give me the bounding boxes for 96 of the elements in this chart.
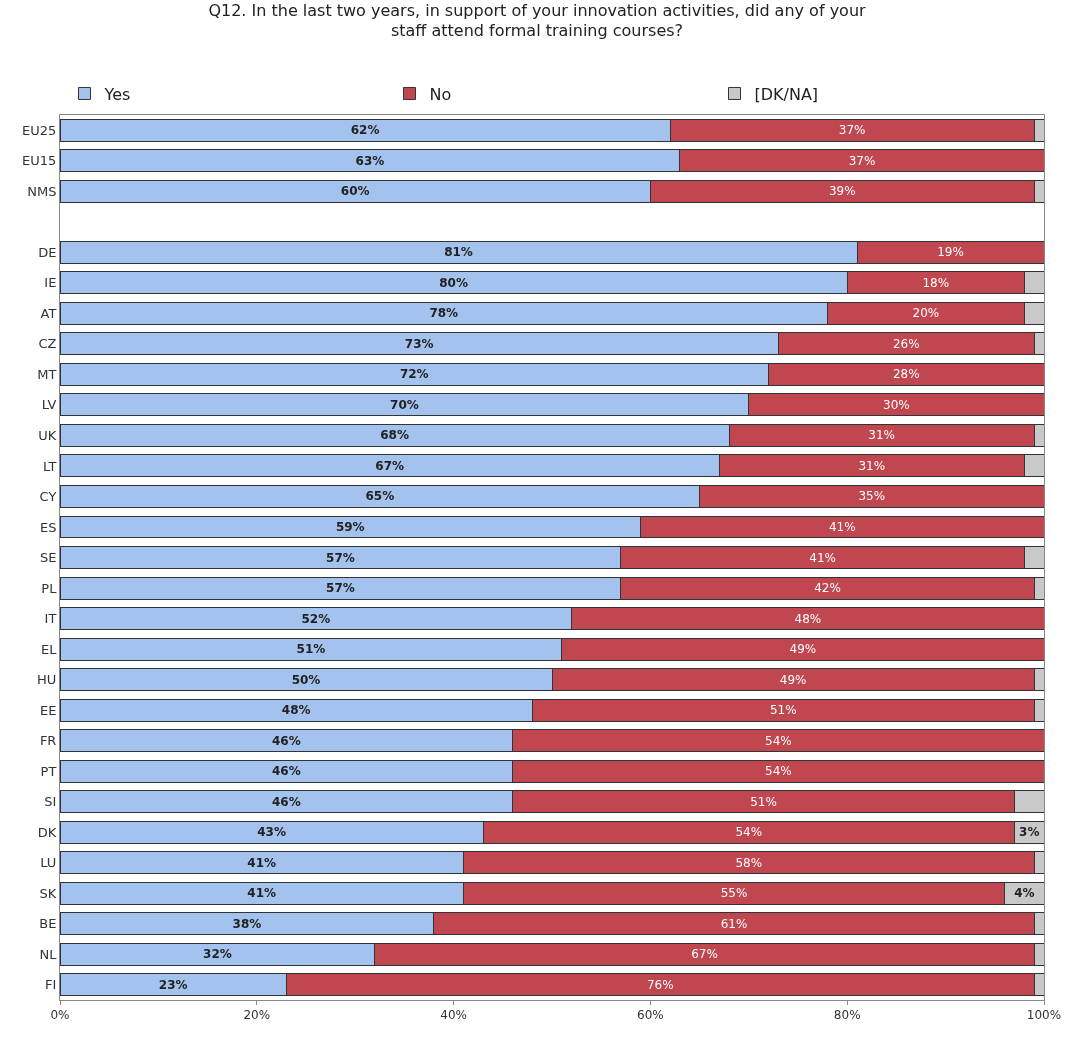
data-label: 23%	[158, 977, 188, 992]
data-label: 3%	[1019, 825, 1040, 840]
data-label: 43%	[257, 825, 286, 840]
y-tick-label: SK	[39, 885, 57, 901]
data-label: 32%	[203, 947, 232, 962]
data-label: 18%	[922, 275, 950, 290]
data-label: 60%	[340, 184, 370, 199]
data-label: 51%	[769, 703, 797, 718]
data-label: 81%	[444, 245, 473, 260]
data-label: 31%	[868, 428, 895, 443]
y-tick-label: LU	[40, 855, 57, 871]
y-tick-label: LT	[42, 458, 57, 474]
x-tick-label: 80%	[833, 1008, 861, 1023]
data-label: 46%	[271, 764, 301, 779]
y-tick-label: EL	[40, 641, 58, 657]
y-tick-label: NL	[39, 946, 58, 962]
data-label: 62%	[350, 123, 380, 138]
data-label: 61%	[720, 916, 748, 931]
data-label: 78%	[429, 306, 459, 321]
data-label: 59%	[335, 519, 365, 534]
legend-label: No	[429, 84, 452, 104]
y-tick-label: SE	[39, 550, 57, 566]
y-tick-label: UK	[38, 427, 57, 443]
data-label: 54%	[764, 733, 792, 748]
y-tick-label: DK	[37, 824, 57, 840]
data-label: 28%	[892, 367, 920, 382]
data-label: 46%	[271, 794, 301, 809]
data-label: 57%	[326, 550, 355, 565]
data-label: 4%	[1014, 886, 1035, 901]
y-tick-label: NMS	[27, 183, 57, 199]
data-label: 54%	[764, 764, 792, 779]
y-tick-label: SI	[44, 794, 57, 810]
data-label: 51%	[296, 642, 326, 657]
x-tick-label: 0%	[50, 1008, 70, 1023]
y-tick-label: FR	[39, 733, 57, 749]
data-label: 26%	[892, 336, 920, 351]
data-label: 51%	[750, 794, 777, 809]
data-label: 80%	[439, 275, 468, 290]
x-tick-label: 60%	[637, 1008, 664, 1023]
data-label: 31%	[858, 458, 886, 473]
data-label: 76%	[646, 977, 674, 992]
data-label: 63%	[355, 153, 385, 168]
data-label: 50%	[291, 672, 321, 687]
data-label: 72%	[399, 367, 429, 382]
legend-label: [DK/NA]	[754, 84, 819, 104]
data-label: 37%	[848, 153, 876, 168]
data-label: 67%	[375, 458, 405, 473]
data-label: 58%	[735, 855, 763, 870]
y-tick-label: FI	[45, 977, 57, 993]
data-label: 54%	[735, 825, 763, 840]
data-label: 49%	[789, 642, 817, 657]
y-tick-label: AT	[40, 305, 57, 321]
y-tick-label: IE	[44, 275, 57, 291]
data-label: 39%	[828, 184, 856, 199]
y-tick-label: CZ	[38, 336, 57, 352]
data-label: 67%	[691, 947, 718, 962]
data-label: 55%	[720, 886, 748, 901]
y-tick-label: DE	[38, 244, 57, 260]
data-label: 19%	[937, 245, 964, 260]
data-label: 30%	[883, 397, 910, 412]
data-label: 57%	[326, 581, 355, 596]
y-tick-label: HU	[37, 672, 57, 688]
y-tick-label: IT	[44, 611, 57, 627]
data-label: 46%	[271, 733, 301, 748]
x-tick-label: 100%	[1026, 1008, 1062, 1023]
y-tick-label: PL	[41, 580, 58, 596]
data-label: 37%	[838, 123, 866, 138]
y-tick-label: EU15	[22, 153, 57, 169]
data-label: 38%	[232, 916, 262, 931]
data-label: 41%	[247, 855, 277, 870]
y-tick-label: ES	[39, 519, 57, 535]
y-tick-label: EU25	[22, 122, 57, 138]
data-label: 20%	[912, 306, 940, 321]
y-tick-label: MT	[37, 366, 57, 382]
data-label: 48%	[281, 703, 311, 718]
y-tick-label: EE	[39, 702, 57, 718]
data-label: 41%	[247, 886, 277, 901]
data-label: 65%	[365, 489, 395, 504]
data-label: 49%	[779, 672, 807, 687]
y-tick-label: CY	[39, 489, 57, 505]
y-tick-label: PT	[40, 763, 57, 779]
y-tick-label: BE	[39, 916, 57, 932]
data-label: 35%	[858, 489, 886, 504]
data-label: 68%	[380, 428, 409, 443]
chart-title: Q12. In the last two years, in support of your innovation activities, did any of your staff attend formal training courses?	[208, 0, 867, 41]
x-tick-label: 40%	[440, 1008, 467, 1023]
data-label: 41%	[828, 519, 856, 534]
data-label: 70%	[390, 397, 419, 412]
data-label: 42%	[814, 581, 841, 596]
data-label: 73%	[404, 336, 434, 351]
data-label: 52%	[301, 611, 331, 626]
legend-label: Yes	[103, 84, 131, 104]
data-label: 41%	[809, 550, 836, 565]
x-tick-label: 20%	[243, 1008, 271, 1023]
y-tick-label: LV	[41, 397, 57, 413]
data-label: 48%	[794, 611, 822, 626]
